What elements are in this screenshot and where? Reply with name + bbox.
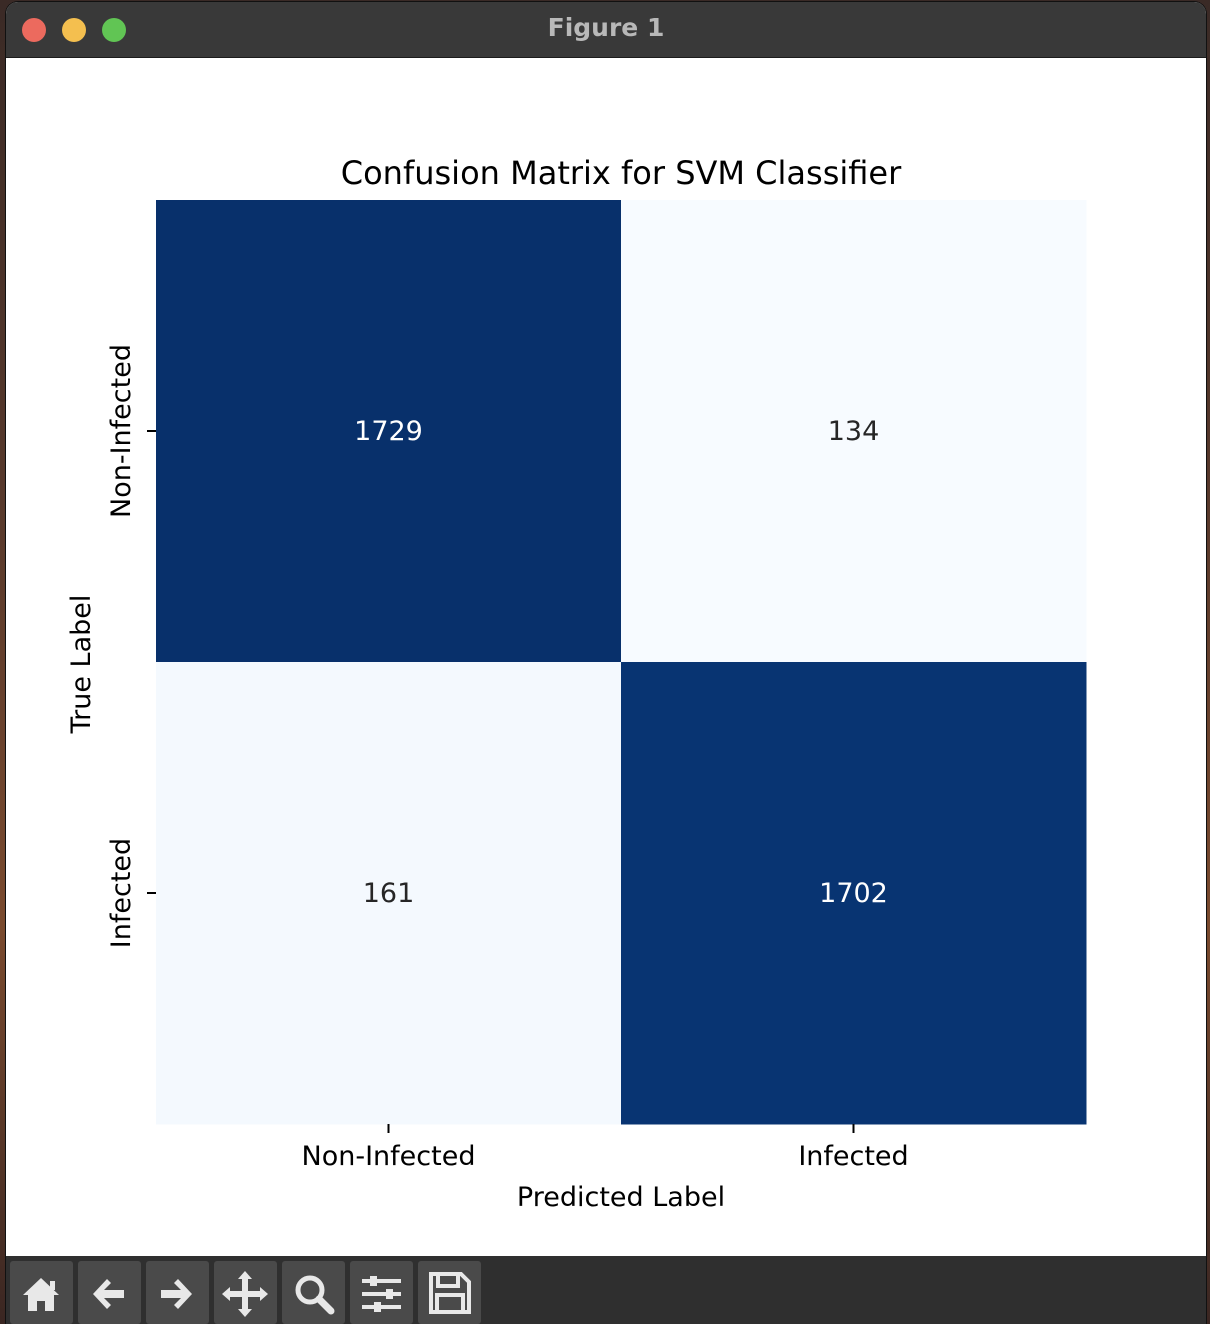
x-tick-label: Infected xyxy=(798,1141,908,1172)
cell-value-label: 134 xyxy=(828,416,880,447)
heatmap-cells xyxy=(156,200,1087,1125)
navigation-toolbar xyxy=(6,1256,1206,1324)
forward-arrow-icon xyxy=(161,1279,192,1309)
heatmap-cell xyxy=(156,200,622,663)
y-tick-label: Non-Infected xyxy=(106,344,137,518)
figure-canvas[interactable]: Confusion Matrix for SVM Classifier 1729… xyxy=(6,58,1206,1256)
figure-window: Figure 1 Confusion Matrix for SVM Classi… xyxy=(6,2,1206,1324)
save-icon xyxy=(429,1272,471,1314)
close-button[interactable] xyxy=(22,18,46,42)
x-axis-ticks: Non-Infected Infected xyxy=(302,1124,909,1172)
heatmap-cell xyxy=(621,200,1087,663)
heatmap-cell xyxy=(621,662,1087,1125)
zoom-button[interactable] xyxy=(282,1261,345,1324)
window-title: Figure 1 xyxy=(547,13,665,42)
cell-value-label: 1702 xyxy=(819,878,888,909)
cell-value-label: 1729 xyxy=(354,416,423,447)
configure-subplots-button[interactable] xyxy=(350,1261,413,1324)
confusion-matrix-chart: Confusion Matrix for SVM Classifier 1729… xyxy=(66,154,1087,1213)
chart-title: Confusion Matrix for SVM Classifier xyxy=(341,154,902,192)
x-axis-label: Predicted Label xyxy=(517,1182,725,1213)
home-icon xyxy=(23,1278,59,1311)
save-button[interactable] xyxy=(418,1261,481,1324)
configure-subplots-icon xyxy=(362,1276,401,1312)
x-tick-label: Non-Infected xyxy=(302,1141,476,1172)
title-bar[interactable]: Figure 1 xyxy=(6,2,1206,58)
pan-button[interactable] xyxy=(214,1261,277,1324)
back-arrow-icon xyxy=(93,1279,124,1309)
pan-icon xyxy=(222,1271,268,1317)
home-button[interactable] xyxy=(10,1261,73,1324)
cell-value-label: 161 xyxy=(363,878,415,909)
zoom-icon xyxy=(295,1275,335,1315)
y-axis-label: True Label xyxy=(66,595,97,735)
maximize-button[interactable] xyxy=(102,18,126,42)
heatmap-cell-labels: 1729 134 161 1702 xyxy=(354,416,888,909)
heatmap-cell xyxy=(156,662,622,1125)
minimize-button[interactable] xyxy=(62,18,86,42)
forward-button[interactable] xyxy=(146,1261,209,1324)
y-tick-label: Infected xyxy=(106,838,137,948)
back-button[interactable] xyxy=(78,1261,141,1324)
y-axis-ticks: Non-Infected Infected xyxy=(106,344,156,948)
